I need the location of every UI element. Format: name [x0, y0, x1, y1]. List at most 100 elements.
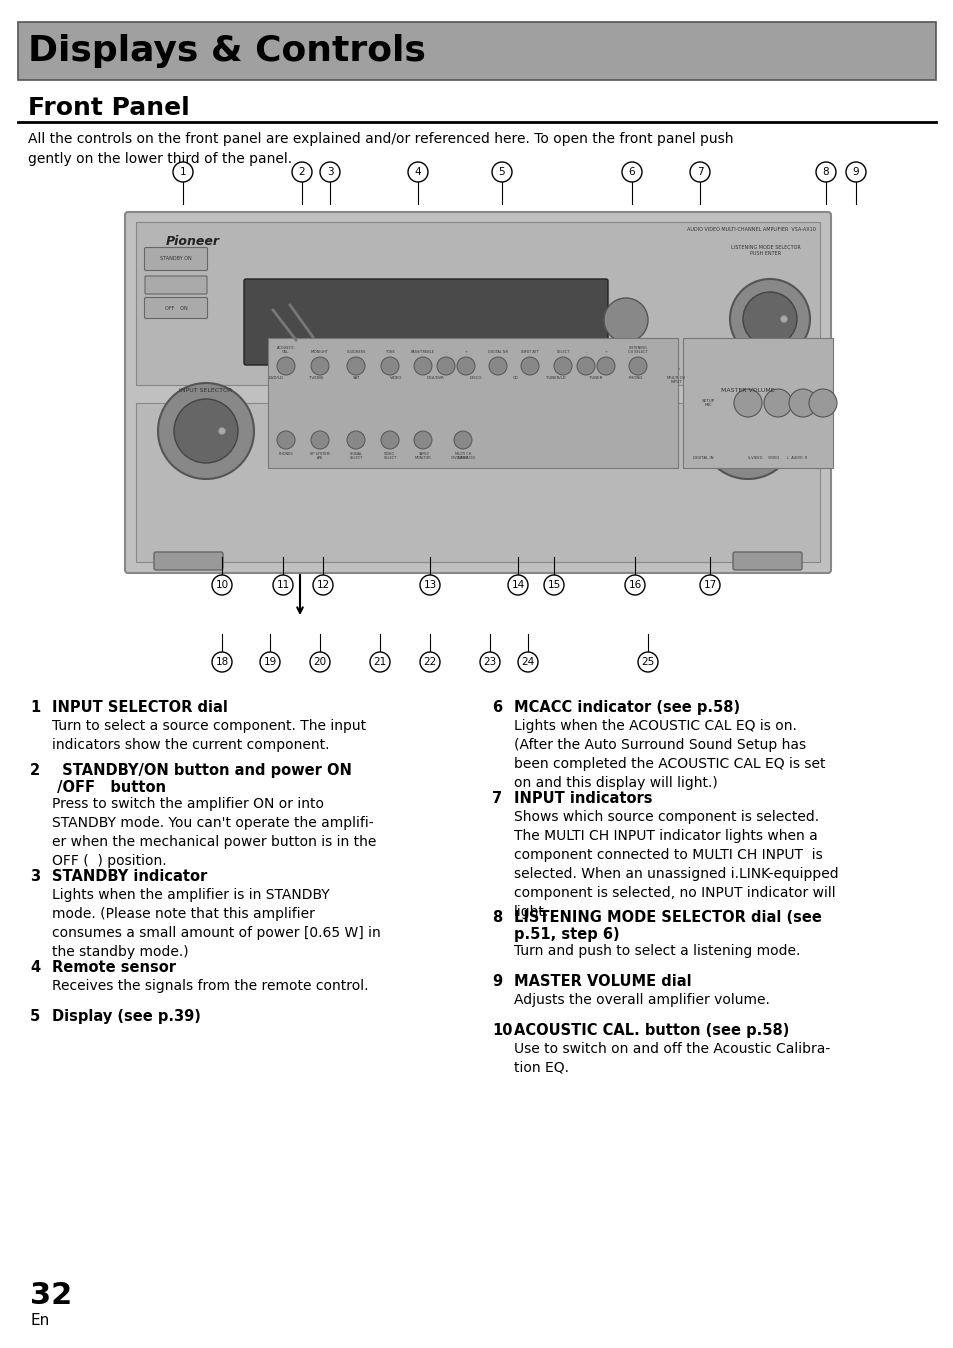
- Circle shape: [621, 162, 641, 182]
- Text: TUNER/LD: TUNER/LD: [546, 376, 565, 380]
- Text: MASTER VOLUME dial: MASTER VOLUME dial: [514, 975, 691, 989]
- FancyBboxPatch shape: [144, 298, 208, 318]
- Text: 17: 17: [702, 580, 716, 590]
- Circle shape: [347, 431, 365, 449]
- Text: Adjusts the overall amplifier volume.: Adjusts the overall amplifier volume.: [514, 993, 769, 1007]
- Circle shape: [593, 367, 598, 372]
- Text: INPUT SELECTOR: INPUT SELECTOR: [179, 388, 233, 394]
- Text: STANDBY ON: STANDBY ON: [160, 256, 192, 262]
- Text: OFF    ON: OFF ON: [165, 306, 187, 310]
- Circle shape: [845, 162, 865, 182]
- Circle shape: [319, 162, 339, 182]
- Text: Use to switch on and off the Acoustic Calibra-
tion EQ.: Use to switch on and off the Acoustic Ca…: [514, 1042, 829, 1074]
- Text: MULTI CH
INPUT: MULTI CH INPUT: [666, 376, 684, 384]
- Text: 9: 9: [852, 167, 859, 177]
- Circle shape: [733, 390, 761, 417]
- Text: 6: 6: [628, 167, 635, 177]
- Circle shape: [700, 383, 795, 479]
- Text: Shows which source component is selected.
The MULTI CH INPUT indicator lights wh: Shows which source component is selected…: [514, 810, 838, 919]
- Text: 7: 7: [696, 167, 702, 177]
- Text: Lights when the ACOUSTIC CAL EQ is on.
(After the Auto Surround Sound Setup has
: Lights when the ACOUSTIC CAL EQ is on. (…: [514, 718, 824, 790]
- Circle shape: [808, 390, 836, 417]
- Text: S-VIDEO     VIDEO       L  AUDIO  R: S-VIDEO VIDEO L AUDIO R: [747, 456, 807, 460]
- Text: 18: 18: [215, 656, 229, 667]
- Circle shape: [276, 357, 294, 375]
- Circle shape: [212, 652, 232, 673]
- Circle shape: [742, 293, 796, 346]
- Circle shape: [212, 576, 232, 594]
- Text: DIGI/DVR: DIGI/DVR: [427, 376, 444, 380]
- Text: MULTI CH
INPUT: MULTI CH INPUT: [455, 452, 471, 460]
- Text: LISTENING MODE SELECTOR
PUSH ENTER: LISTENING MODE SELECTOR PUSH ENTER: [730, 245, 800, 256]
- Text: 5: 5: [498, 167, 505, 177]
- Text: DIGITAL IN: DIGITAL IN: [692, 456, 713, 460]
- Text: BASS/TREBLE: BASS/TREBLE: [411, 350, 435, 355]
- Circle shape: [456, 357, 475, 375]
- Text: SIGNAL
SELECT: SIGNAL SELECT: [349, 452, 362, 460]
- Circle shape: [370, 652, 390, 673]
- Circle shape: [419, 652, 439, 673]
- Circle shape: [393, 367, 398, 372]
- Circle shape: [173, 399, 237, 462]
- Text: SETUP
MIC: SETUP MIC: [700, 399, 714, 407]
- Text: 11: 11: [276, 580, 290, 590]
- Circle shape: [672, 367, 679, 372]
- Text: 1: 1: [179, 167, 186, 177]
- Circle shape: [554, 357, 572, 375]
- Text: Display (see p.39): Display (see p.39): [52, 1010, 201, 1024]
- Text: Press to switch the amplifier ON or into
STANDBY mode. You can't operate the amp: Press to switch the amplifier ON or into…: [52, 797, 376, 868]
- Circle shape: [788, 390, 816, 417]
- Circle shape: [780, 315, 786, 322]
- Text: 2: 2: [30, 763, 40, 778]
- FancyBboxPatch shape: [268, 338, 678, 468]
- Circle shape: [628, 357, 646, 375]
- Text: All the controls on the front panel are explained and/or referenced here. To ope: All the controls on the front panel are …: [28, 132, 733, 166]
- Circle shape: [276, 431, 294, 449]
- Circle shape: [292, 162, 312, 182]
- Circle shape: [158, 383, 253, 479]
- Circle shape: [419, 576, 439, 594]
- Text: 7: 7: [492, 791, 501, 806]
- Text: CD: CD: [513, 376, 518, 380]
- Circle shape: [633, 367, 639, 372]
- Text: AUDIO VIDEO MULTI-CHANNEL AMPLIFIER  VSA-AX10: AUDIO VIDEO MULTI-CHANNEL AMPLIFIER VSA-…: [686, 226, 815, 232]
- FancyBboxPatch shape: [125, 212, 830, 573]
- Circle shape: [473, 367, 478, 372]
- Text: LISTENING MODE SELECTOR dial (see
p.51, step 6): LISTENING MODE SELECTOR dial (see p.51, …: [514, 910, 821, 942]
- Text: 22: 22: [423, 656, 436, 667]
- Text: 3: 3: [30, 869, 40, 884]
- Text: Turn and push to select a listening mode.: Turn and push to select a listening mode…: [514, 944, 800, 958]
- Text: 20: 20: [314, 656, 326, 667]
- Circle shape: [729, 279, 809, 359]
- Text: 25: 25: [640, 656, 654, 667]
- Text: 3: 3: [326, 167, 333, 177]
- Circle shape: [763, 390, 791, 417]
- Circle shape: [553, 367, 558, 372]
- Text: 8: 8: [492, 910, 501, 925]
- Text: 21: 21: [373, 656, 386, 667]
- Text: SELECT: SELECT: [556, 350, 569, 355]
- Text: LISTENING
CH SELECT: LISTENING CH SELECT: [627, 345, 647, 355]
- Text: PHONO: PHONO: [628, 376, 642, 380]
- Circle shape: [815, 162, 835, 182]
- Text: STANDBY/ON button and power ON
 /OFF   button: STANDBY/ON button and power ON /OFF butt…: [52, 763, 352, 795]
- Text: -: -: [445, 350, 446, 355]
- Circle shape: [347, 357, 365, 375]
- Circle shape: [380, 431, 398, 449]
- Text: PHONES: PHONES: [278, 452, 293, 456]
- Text: 5: 5: [30, 1010, 40, 1024]
- Circle shape: [310, 652, 330, 673]
- Text: TONE: TONE: [385, 350, 395, 355]
- Text: 8: 8: [821, 167, 828, 177]
- Circle shape: [408, 162, 428, 182]
- Circle shape: [311, 357, 329, 375]
- FancyBboxPatch shape: [18, 22, 935, 80]
- Text: INPUT indicators: INPUT indicators: [514, 791, 652, 806]
- Text: VIDEO: VIDEO: [390, 376, 402, 380]
- Text: 15: 15: [547, 580, 560, 590]
- Text: STANDBY indicator: STANDBY indicator: [52, 869, 207, 884]
- Circle shape: [700, 576, 720, 594]
- Text: VIDEO
SELECT: VIDEO SELECT: [383, 452, 396, 460]
- Circle shape: [517, 652, 537, 673]
- Text: 10: 10: [492, 1023, 512, 1038]
